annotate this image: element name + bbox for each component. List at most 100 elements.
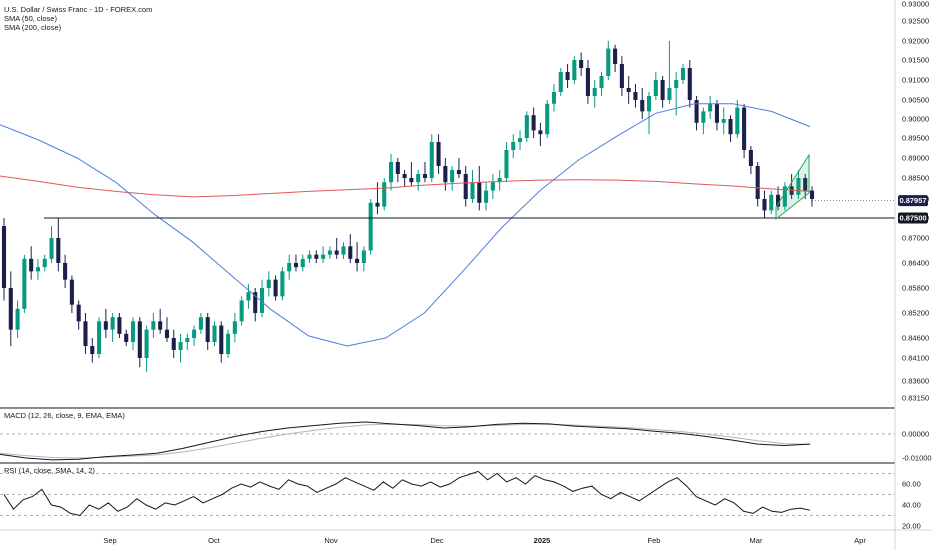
- candle-body: [497, 178, 502, 183]
- time-tick-label: 2025: [534, 536, 551, 545]
- time-tick-label: Dec: [430, 536, 444, 545]
- candle-body: [402, 174, 407, 178]
- candle-body: [769, 194, 774, 211]
- candle-body: [69, 279, 74, 305]
- candle-body: [565, 72, 570, 80]
- level-price-label: 0.87500: [899, 214, 926, 223]
- price-tick-label: 0.90500: [902, 96, 929, 105]
- rsi-tick-label: 40.00: [902, 501, 921, 510]
- candle-body: [450, 170, 455, 183]
- candle-body: [809, 190, 815, 199]
- candle-body: [647, 96, 652, 112]
- price-tick-label: 0.92000: [902, 37, 929, 46]
- level-price-tag: 0.87500: [898, 212, 928, 224]
- macd-pane: 0.00000 -0.01000: [0, 421, 932, 463]
- price-tick-label: 0.90000: [902, 115, 929, 124]
- sma200-legend: SMA (200, close): [4, 23, 62, 32]
- candle-body: [436, 142, 441, 166]
- candle-body: [144, 329, 149, 358]
- time-tick-label: Apr: [854, 536, 866, 545]
- sma50-line: [0, 103, 811, 347]
- rsi-tick-label: 20.00: [902, 522, 921, 531]
- candle-body: [517, 138, 523, 142]
- candle-body: [97, 321, 102, 354]
- candle-body: [22, 258, 27, 309]
- last-price-label: 0.87957: [899, 196, 926, 205]
- candle-body: [219, 325, 224, 354]
- sma50-legend: SMA (50, close): [4, 14, 57, 23]
- price-tick-label: 0.88500: [902, 174, 929, 183]
- rsi-pane: 60.00 40.00 20.00: [0, 470, 921, 531]
- candle-body: [409, 178, 414, 183]
- candle-body: [185, 338, 190, 342]
- price-tick-label: 0.83150: [902, 394, 929, 403]
- candle-body: [803, 178, 808, 191]
- candle-body: [280, 271, 285, 297]
- candle-body: [253, 292, 258, 313]
- candle-body: [293, 263, 299, 268]
- candle-body: [232, 321, 237, 334]
- candle-body: [660, 80, 665, 100]
- candle-body: [76, 304, 81, 322]
- price-tick-label: 0.85800: [902, 284, 929, 293]
- price-tick-label: 0.87000: [902, 234, 929, 243]
- candle-body: [551, 92, 557, 104]
- price-tick-label: 0.84100: [902, 354, 929, 363]
- candle-body: [511, 142, 516, 150]
- candle-body: [708, 103, 713, 112]
- candle-body: [796, 178, 801, 195]
- candle-body: [341, 246, 346, 255]
- candle-body: [680, 68, 686, 80]
- candle-body: [456, 170, 461, 174]
- candle-body: [368, 202, 373, 251]
- candle-body: [35, 267, 40, 272]
- candle-body: [355, 258, 360, 263]
- rising-channel: [775, 153, 810, 221]
- candle-body: [287, 263, 292, 272]
- candle-body: [599, 76, 604, 88]
- candle-body: [531, 115, 536, 131]
- candle-body: [613, 48, 618, 64]
- candle-body: [388, 162, 394, 183]
- price-tick-label: 0.83600: [902, 377, 929, 386]
- candle-body: [246, 292, 251, 301]
- candles: [1, 41, 815, 372]
- candle-body: [490, 182, 495, 191]
- candle-body: [714, 103, 719, 123]
- price-tick-label: 0.85200: [902, 309, 929, 318]
- price-tick-label: 0.91500: [902, 56, 929, 65]
- candle-body: [15, 308, 20, 330]
- candle-body: [728, 119, 733, 135]
- price-tick-label: 0.91000: [902, 76, 929, 85]
- candle-body: [429, 142, 434, 178]
- candle-body: [49, 238, 54, 259]
- candle-body: [674, 80, 679, 88]
- candle-body: [382, 182, 387, 207]
- time-tick-label: Mar: [750, 536, 763, 545]
- rsi-label: RSI (14, close, SMA, 14, 2): [4, 466, 95, 475]
- candle-body: [42, 258, 47, 268]
- rsi-tick-label: 60.00: [902, 480, 921, 489]
- candle-body: [606, 48, 611, 76]
- candle-body: [63, 263, 68, 280]
- time-tick-label: Sep: [103, 536, 116, 545]
- macd-label: MACD (12, 26, close, 9, EMA, EMA): [4, 411, 125, 420]
- candle-body: [667, 88, 672, 100]
- candle-body: [694, 100, 699, 123]
- candle-body: [239, 300, 244, 322]
- macd-tick-label: 0.00000: [902, 430, 929, 439]
- candle-body: [117, 317, 122, 334]
- candle-body: [619, 64, 624, 88]
- last-price-tag: 0.87957: [898, 195, 928, 207]
- candle-body: [721, 119, 726, 123]
- candle-body: [56, 238, 61, 263]
- macd-tick-label: -0.01000: [902, 454, 932, 463]
- candle-body: [701, 111, 706, 123]
- candle-body: [572, 60, 577, 80]
- candle-body: [226, 333, 231, 354]
- candle-body: [178, 342, 183, 350]
- candle-body: [321, 254, 326, 259]
- price-tick-label: 0.93000: [902, 0, 929, 9]
- chart-title: U.S. Dollar / Swiss Franc - 1D - FOREX.c…: [4, 5, 152, 14]
